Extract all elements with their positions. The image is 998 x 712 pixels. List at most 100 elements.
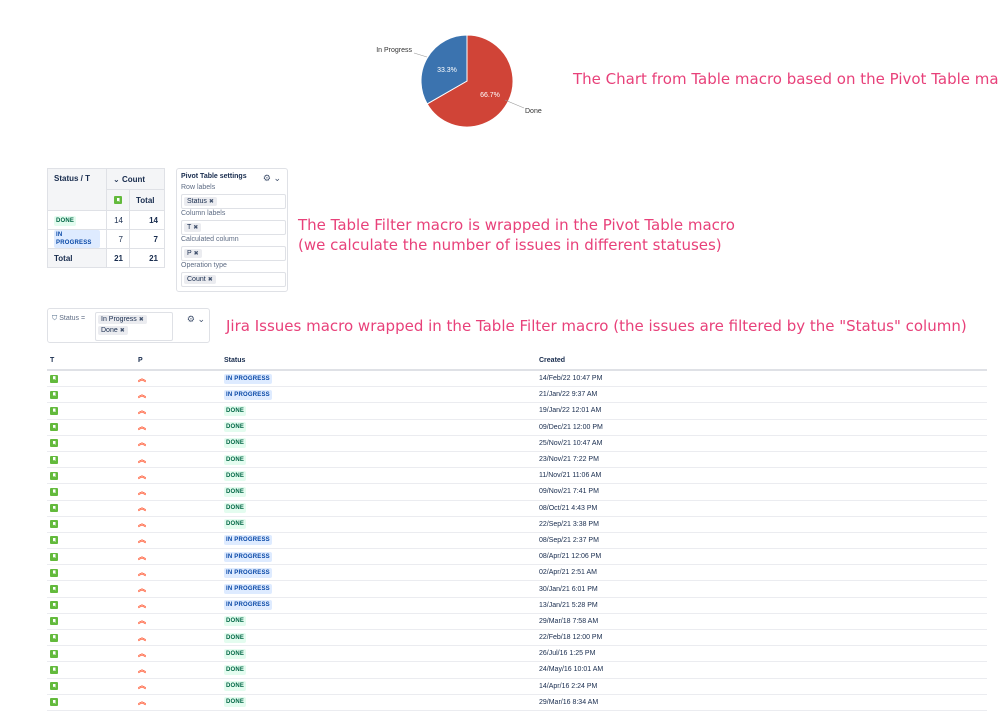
status-cell: IN PROGRESS [221, 386, 536, 404]
filter-chip-in-progress[interactable]: In Progress ✖ [98, 315, 147, 324]
chip-text: Count [187, 276, 206, 283]
type-cell [47, 500, 135, 517]
story-icon [50, 487, 58, 496]
pivot-count-header[interactable]: ⌄ Count [106, 168, 165, 190]
story-icon [50, 536, 58, 545]
remove-icon[interactable]: ✖ [193, 251, 199, 257]
status-cell: DONE [221, 402, 536, 420]
priority-cell: ︽ [135, 613, 221, 631]
column-labels-field[interactable]: T ✖ [181, 220, 286, 235]
type-cell [47, 483, 135, 501]
priority-highest-icon: ︽ [138, 503, 146, 513]
priority-cell: ︽ [135, 645, 221, 663]
created-cell: 25/Nov/21 10:47 AM [536, 435, 987, 452]
priority-highest-icon: ︽ [138, 697, 146, 707]
calculated-column-label: Calculated column [181, 236, 239, 243]
pie-slice-in-progress[interactable] [420, 34, 468, 105]
status-lozenge: DONE [224, 486, 247, 497]
filter-chip-done[interactable]: Done ✖ [98, 326, 128, 335]
pivot-total-row: Total 21 21 [47, 248, 165, 268]
calculated-column-field[interactable]: P ✖ [181, 246, 286, 261]
created-cell: 14/Feb/22 10:47 PM [536, 370, 987, 388]
created-cell: 13/Jan/21 5:28 PM [536, 597, 987, 614]
created-cell: 29/Mar/16 8:34 AM [536, 694, 987, 711]
type-cell [47, 597, 135, 614]
operation-type-chip[interactable]: Count ✖ [184, 275, 216, 284]
type-cell [47, 451, 135, 469]
column-header-status[interactable]: Status [221, 352, 536, 371]
created-cell: 22/Sep/21 3:38 PM [536, 516, 987, 533]
calculated-column-chip[interactable]: P ✖ [184, 249, 202, 258]
type-cell [47, 516, 135, 533]
priority-cell: ︽ [135, 419, 221, 436]
table-row: ︽ DONE 19/Jan/22 12:01 AM [47, 402, 987, 420]
created-cell: 11/Nov/21 11:06 AM [536, 467, 987, 485]
created-cell: 30/Jan/21 6:01 PM [536, 580, 987, 598]
story-icon [50, 374, 58, 383]
gear-icon[interactable]: ⚙ ⌄ [262, 173, 281, 183]
table-row: ︽ DONE 09/Nov/21 7:41 PM [47, 483, 987, 501]
priority-cell: ︽ [135, 386, 221, 404]
pie-slice-done[interactable] [426, 34, 514, 128]
priority-highest-icon: ︽ [138, 519, 146, 529]
column-header-created[interactable]: Created [536, 352, 987, 371]
priority-cell: ︽ [135, 629, 221, 647]
type-cell [47, 435, 135, 452]
status-filter: ⛉ Status = In Progress ✖ Done ✖ ⚙ ⌄ [47, 308, 210, 343]
pivot-total-cell: 21 [106, 248, 130, 268]
table-row: ︽ IN PROGRESS 13/Jan/21 5:28 PM [47, 597, 987, 614]
created-cell: 19/Jan/22 12:01 AM [536, 402, 987, 420]
priority-highest-icon: ︽ [138, 681, 146, 691]
remove-icon[interactable]: ✖ [193, 225, 199, 231]
status-lozenge: IN PROGRESS [224, 389, 272, 400]
created-cell: 09/Dec/21 12:00 PM [536, 419, 987, 436]
priority-cell: ︽ [135, 597, 221, 614]
status-lozenge: IN PROGRESS [224, 567, 272, 578]
status-lozenge: DONE [224, 405, 247, 416]
remove-icon[interactable]: ✖ [208, 199, 214, 205]
row-labels-label: Row labels [181, 184, 216, 191]
status-lozenge: DONE [224, 470, 247, 481]
priority-highest-icon: ︽ [138, 405, 146, 415]
row-label-chip[interactable]: Status ✖ [184, 197, 217, 206]
remove-icon[interactable]: ✖ [138, 317, 144, 323]
column-label-chip[interactable]: T ✖ [184, 223, 202, 232]
story-icon [50, 406, 58, 415]
status-cell: DONE [221, 451, 536, 469]
type-cell [47, 678, 135, 695]
priority-highest-icon: ︽ [138, 438, 146, 448]
created-cell: 29/Mar/18 7:58 AM [536, 613, 987, 631]
column-header-p[interactable]: P [135, 352, 221, 371]
status-cell: DONE [221, 500, 536, 517]
story-icon [50, 633, 58, 642]
priority-cell: ︽ [135, 548, 221, 566]
table-row: ︽ IN PROGRESS 21/Jan/22 9:37 AM [47, 386, 987, 404]
story-icon [50, 698, 58, 707]
status-lozenge: DONE [54, 215, 77, 226]
priority-cell: ︽ [135, 580, 221, 598]
operation-type-label: Operation type [181, 262, 227, 269]
gear-icon[interactable]: ⚙ ⌄ [186, 314, 205, 324]
priority-cell: ︽ [135, 451, 221, 469]
remove-icon[interactable]: ✖ [207, 277, 213, 283]
pivot-type-header [106, 189, 130, 211]
filter-label: ⛉ Status = [52, 315, 85, 323]
status-cell: DONE [221, 678, 536, 695]
created-cell: 14/Apr/16 2:24 PM [536, 678, 987, 695]
priority-highest-icon: ︽ [138, 567, 146, 577]
pivot-table: Status / T ⌄ Count Total DONE 14 14 IN P… [47, 168, 165, 268]
status-lozenge: DONE [224, 681, 247, 692]
table-row: ︽ DONE 22/Feb/18 12:00 PM [47, 629, 987, 647]
priority-highest-icon: ︽ [138, 454, 146, 464]
operation-type-field[interactable]: Count ✖ [181, 272, 286, 287]
status-filter-field[interactable]: In Progress ✖ Done ✖ [95, 312, 173, 341]
column-labels-label: Column labels [181, 210, 226, 217]
status-lozenge: IN PROGRESS [224, 584, 272, 595]
column-header-t[interactable]: T [47, 352, 135, 371]
priority-cell: ︽ [135, 661, 221, 679]
row-labels-field[interactable]: Status ✖ [181, 194, 286, 209]
table-row: ︽ DONE 09/Dec/21 12:00 PM [47, 419, 987, 436]
chip-text: T [187, 224, 192, 231]
settings-title: Pivot Table settings [181, 173, 247, 180]
remove-icon[interactable]: ✖ [119, 328, 125, 334]
